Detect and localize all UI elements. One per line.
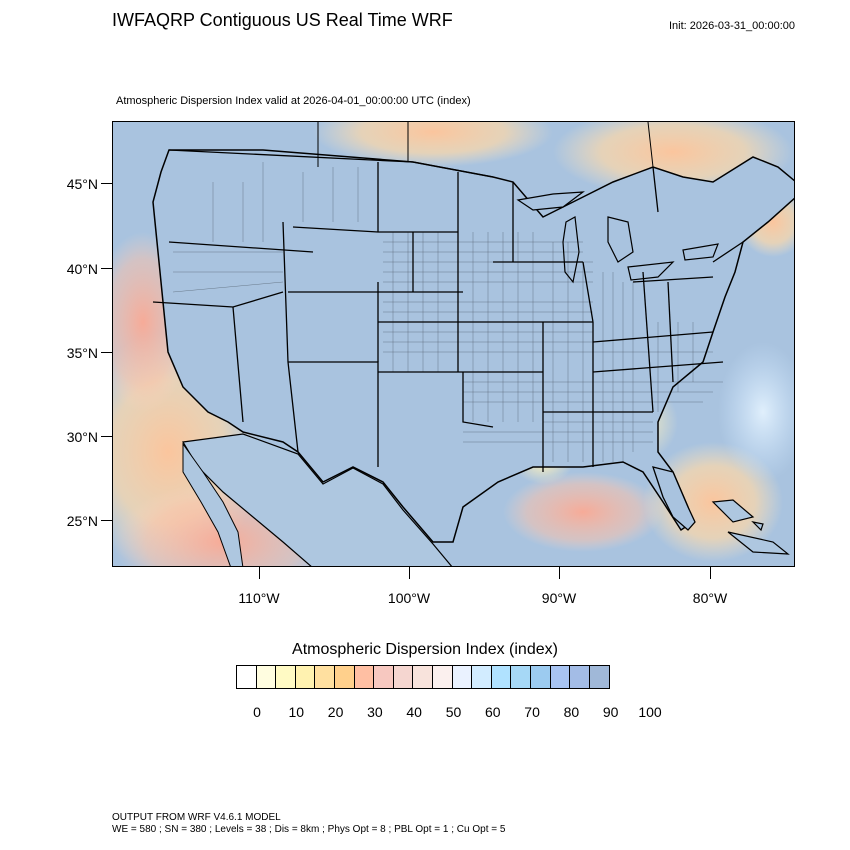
lat-tick	[101, 520, 112, 521]
colorbar-tick-label: 40	[406, 704, 422, 720]
colorbar-box	[393, 666, 414, 688]
lat-label-25n: 25°N	[66, 513, 98, 529]
colorbar-box	[276, 666, 296, 688]
colorbar-tick-label: 60	[485, 704, 501, 720]
canada-province-lines	[317, 122, 654, 168]
lat-label-40n: 40°N	[66, 261, 98, 277]
colorbar-tick-label: 100	[638, 704, 662, 720]
state-boundaries	[152, 162, 744, 472]
lon-label-80w: 80°W	[692, 590, 728, 606]
caribbean-islands	[711, 499, 790, 555]
model-config-line: WE = 580 ; SN = 380 ; Levels = 38 ; Dis …	[112, 824, 506, 835]
colorbar-box	[432, 666, 453, 688]
colorbar-box	[413, 666, 433, 688]
colorbar-box	[570, 666, 590, 688]
init-time: Init: 2026-03-31_00:00:00	[669, 20, 795, 32]
colorbar-tick-label: 10	[288, 704, 305, 720]
colorbar-box	[354, 666, 375, 688]
colorbar-box	[374, 666, 394, 688]
colorbar-tick-label: 0	[253, 704, 261, 720]
colorbar-tick-label: 90	[602, 704, 619, 720]
lon-tick	[259, 567, 260, 579]
map-panel	[112, 121, 795, 567]
county-boundaries	[172, 162, 723, 462]
lon-tick	[710, 567, 711, 579]
colorbar-tick-label: 80	[563, 704, 580, 720]
colorbar-tick-label: 20	[327, 704, 344, 720]
colorbar-box	[491, 666, 512, 688]
colorbar-box	[295, 666, 316, 688]
colorbar-box	[334, 666, 355, 688]
mexico-land	[182, 433, 453, 566]
lat-tick	[101, 436, 112, 437]
lat-label-45n: 45°N	[66, 176, 98, 192]
colorbar-box	[452, 666, 473, 688]
lon-label-100w: 100°W	[387, 590, 431, 606]
lon-label-90w: 90°W	[541, 590, 577, 606]
colorbar-box	[511, 666, 531, 688]
colorbar-box	[550, 666, 571, 688]
map-title: IWFAQRP Contiguous US Real Time WRF	[112, 10, 453, 30]
lon-label-110w: 110°W	[238, 590, 280, 606]
colorbar-box	[472, 666, 492, 688]
colorbar-box	[530, 666, 551, 688]
colorbar-box	[589, 666, 610, 688]
canada-border	[168, 149, 494, 178]
map-canvas	[113, 122, 794, 566]
baja-peninsula	[182, 442, 244, 566]
lat-label-30n: 30°N	[66, 429, 98, 445]
florida	[652, 466, 696, 531]
colorbar	[236, 665, 611, 689]
colorbar-box	[315, 666, 335, 688]
colorbar-box	[237, 666, 257, 688]
lon-tick	[559, 567, 560, 579]
model-info-line: OUTPUT FROM WRF V4.6.1 MODEL	[112, 812, 281, 823]
colorbar-tick-label: 70	[524, 704, 540, 720]
lat-tick	[101, 183, 112, 184]
colorbar-tick-label: 50	[445, 704, 462, 720]
colorbar-title: Atmospheric Dispersion Index (index)	[292, 641, 558, 658]
lat-tick	[101, 352, 112, 353]
colorbar-box	[256, 666, 277, 688]
great-lakes	[516, 191, 719, 284]
lat-tick	[101, 268, 112, 269]
colorbar-tick-label: 30	[367, 704, 383, 720]
lon-tick	[409, 567, 410, 579]
valid-time-subtitle: Atmospheric Dispersion Index valid at 20…	[116, 95, 471, 107]
lat-label-35n: 35°N	[66, 345, 98, 361]
